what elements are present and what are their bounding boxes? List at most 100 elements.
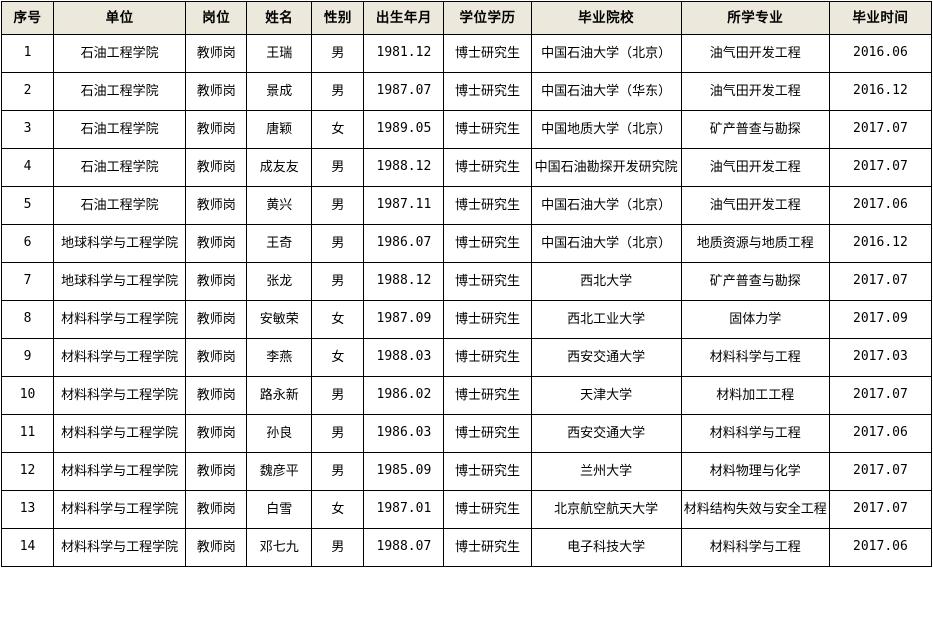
cell-degree: 博士研究生 [443,300,532,339]
table-row: 13 材料科学与工程学院 教师岗 白雪女 1987.01 博士研究生 北京航空航天大学 材料结… [0,490,933,529]
cell-major: 地质资源与地质工程 [680,224,830,263]
cell-school: 西北大学 [530,262,682,301]
cell-graduation: 2017.06 [828,528,933,567]
cell-birth: 1988.07 [363,528,445,567]
cell-name: 孙良 [246,414,313,453]
column-header-degree: 学位学历 [443,1,532,35]
cell-major: 油气田开发工程 [680,72,830,111]
cell-gender: 女 [311,338,365,377]
cell-post: 教师岗 [185,148,248,187]
cell-post: 教师岗 [185,414,248,453]
cell-major: 材料物理与化学 [680,452,830,491]
cell-graduation: 2017.06 [828,414,933,453]
cell-degree: 博士研究生 [443,186,532,225]
cell-gender: 男 [311,262,365,301]
cell-school: 北京航空航天大学 [530,490,682,529]
cell-degree: 博士研究生 [443,148,532,187]
table-row: 1 石油工程学院 教师岗 王瑞男 1981.12 博士研究生 中国石油大学（北京） 油气田开发… [0,34,933,73]
cell-degree: 博士研究生 [443,338,532,377]
cell-post: 教师岗 [185,224,248,263]
cell-index: 5 [0,186,55,225]
column-header-post: 岗位 [185,1,248,35]
cell-index: 8 [0,300,55,339]
cell-graduation: 2016.06 [828,34,933,73]
cell-name: 李燕 [246,338,313,377]
table-row: 11 材料科学与工程学院 教师岗 孙良男 1986.03 博士研究生 西安交通大学 材料科学与… [0,414,933,453]
cell-name: 张龙 [246,262,313,301]
cell-birth: 1989.05 [363,110,445,149]
cell-name: 邓七九 [246,528,313,567]
cell-school: 中国石油大学（北京） [530,186,682,225]
table-row: 14 材料科学与工程学院 教师岗 邓七九男 1988.07 博士研究生 电子科技大学 材料科学… [0,528,933,567]
cell-graduation: 2017.07 [828,376,933,415]
cell-degree: 博士研究生 [443,528,532,567]
column-header-major: 所学专业 [680,1,830,35]
cell-major: 材料科学与工程 [680,338,830,377]
cell-major: 油气田开发工程 [680,186,830,225]
cell-major: 固体力学 [680,300,830,339]
cell-degree: 博士研究生 [443,110,532,149]
cell-school: 中国地质大学（北京） [530,110,682,149]
cell-post: 教师岗 [185,186,248,225]
column-header-gender: 性别 [311,1,365,35]
cell-graduation: 2017.07 [828,110,933,149]
cell-school: 西安交通大学 [530,338,682,377]
cell-index: 13 [0,490,55,529]
cell-unit: 地球科学与工程学院 [53,224,187,263]
cell-post: 教师岗 [185,72,248,111]
column-header-birth: 出生年月 [363,1,445,35]
cell-gender: 女 [311,300,365,339]
cell-unit: 材料科学与工程学院 [53,528,187,567]
cell-birth: 1987.11 [363,186,445,225]
cell-major: 矿产普查与勘探 [680,110,830,149]
cell-gender: 男 [311,414,365,453]
cell-degree: 博士研究生 [443,452,532,491]
table-body: 1 石油工程学院 教师岗 王瑞男 1981.12 博士研究生 中国石油大学（北京） 油气田开发… [0,34,933,567]
table-row: 5 石油工程学院 教师岗 黄兴男 1987.11 博士研究生 中国石油大学（北京） 油气田开发… [0,186,933,225]
cell-name: 景成 [246,72,313,111]
cell-gender: 女 [311,490,365,529]
cell-index: 1 [0,34,55,73]
table-row: 3 石油工程学院 教师岗 唐颖女 1989.05 博士研究生 中国地质大学（北京） 矿产普查与… [0,110,933,149]
cell-name: 白雪 [246,490,313,529]
cell-major: 油气田开发工程 [680,34,830,73]
cell-unit: 材料科学与工程学院 [53,452,187,491]
cell-post: 教师岗 [185,262,248,301]
cell-degree: 博士研究生 [443,262,532,301]
cell-birth: 1981.12 [363,34,445,73]
cell-graduation: 2017.09 [828,300,933,339]
cell-major: 材料科学与工程 [680,528,830,567]
cell-post: 教师岗 [185,110,248,149]
column-header-school: 毕业院校 [530,1,682,35]
cell-major: 矿产普查与勘探 [680,262,830,301]
cell-gender: 女 [311,110,365,149]
cell-index: 12 [0,452,55,491]
table-row: 6 地球科学与工程学院 教师岗 王奇男 1986.07 博士研究生 中国石油大学（北京） 地质… [0,224,933,263]
column-header-graduation: 毕业时间 [828,1,933,35]
cell-index: 6 [0,224,55,263]
cell-graduation: 2016.12 [828,72,933,111]
cell-name: 成友友 [246,148,313,187]
cell-birth: 1986.02 [363,376,445,415]
cell-gender: 男 [311,376,365,415]
cell-index: 2 [0,72,55,111]
cell-index: 11 [0,414,55,453]
cell-post: 教师岗 [185,34,248,73]
cell-graduation: 2017.03 [828,338,933,377]
cell-post: 教师岗 [185,528,248,567]
cell-post: 教师岗 [185,376,248,415]
cell-school: 中国石油大学（北京） [530,224,682,263]
cell-school: 中国石油勘探开发研究院 [530,148,682,187]
cell-unit: 材料科学与工程学院 [53,414,187,453]
cell-unit: 材料科学与工程学院 [53,490,187,529]
cell-degree: 博士研究生 [443,376,532,415]
cell-name: 黄兴 [246,186,313,225]
cell-birth: 1985.09 [363,452,445,491]
cell-birth: 1988.03 [363,338,445,377]
cell-degree: 博士研究生 [443,72,532,111]
table-row: 7 地球科学与工程学院 教师岗 张龙男 1988.12 博士研究生 西北大学 矿产普查与勘探 2… [0,262,933,301]
table-row: 4 石油工程学院 教师岗 成友友男 1988.12 博士研究生 中国石油勘探开发研究院 油气田… [0,148,933,187]
cell-index: 10 [0,376,55,415]
cell-name: 安敏荣 [246,300,313,339]
table-row: 12 材料科学与工程学院 教师岗 魏彦平男 1985.09 博士研究生 兰州大学 材料物理与化… [0,452,933,491]
